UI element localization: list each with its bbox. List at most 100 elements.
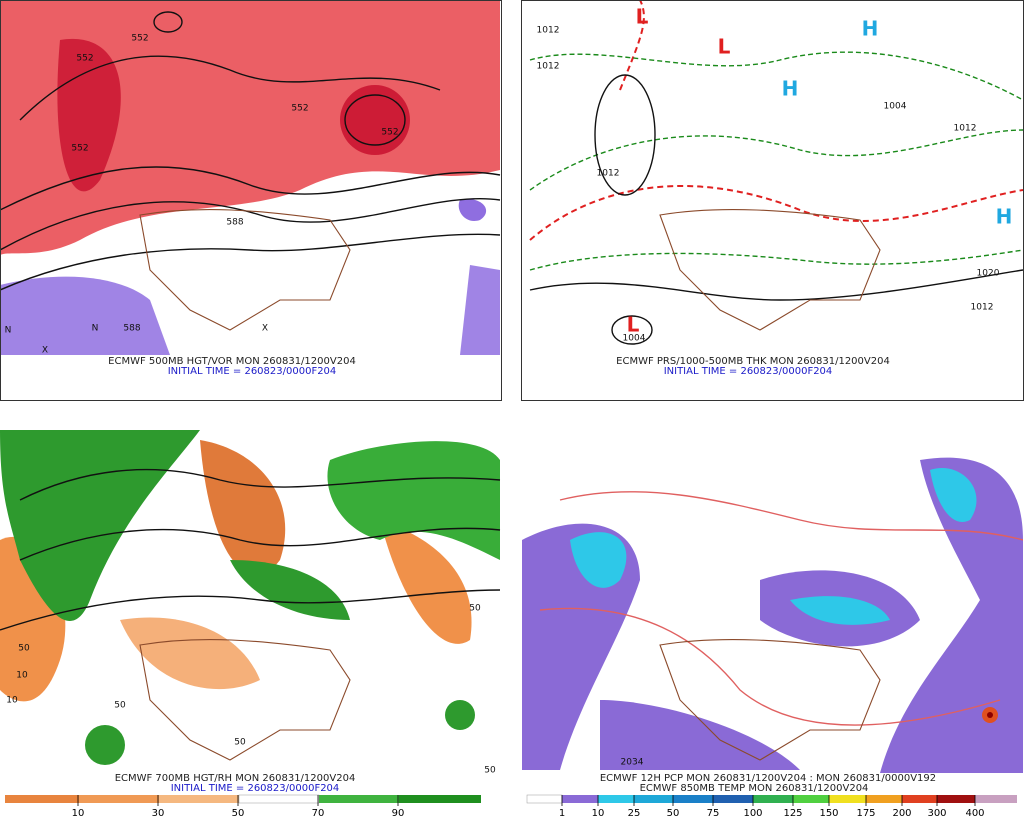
country-borders — [139, 209, 351, 331]
initial-time: INITIAL TIME = 260823/0000F204 — [171, 783, 340, 794]
map-label: 588 — [123, 324, 140, 334]
precip-light — [600, 700, 800, 770]
vorticity-core — [340, 85, 410, 155]
map-label: 552 — [71, 144, 88, 154]
colorbar-label: 50 — [667, 808, 680, 819]
country-borders — [659, 209, 881, 331]
map-label: 552 — [291, 104, 308, 114]
map-label: N — [5, 326, 12, 336]
colorbar-label: 1 — [559, 808, 565, 819]
map-label: 1020 — [977, 269, 1000, 279]
map-label: 552 — [131, 34, 148, 44]
temp-contour — [539, 607, 1001, 726]
map-label: 588 — [226, 218, 243, 228]
height-contour — [0, 589, 501, 631]
thickness-contour — [529, 249, 1023, 271]
map-label: N — [92, 324, 99, 334]
map-label: 50 — [234, 738, 246, 748]
colorbar-segment — [5, 795, 79, 803]
colorbar-label: 50 — [232, 808, 245, 819]
isobar — [529, 269, 1023, 301]
colorbar-label: 90 — [392, 808, 405, 819]
colorbar-precip — [526, 794, 1017, 804]
colorbar-segment — [79, 795, 159, 803]
map-label: 2034 — [621, 758, 644, 768]
initial-time: INITIAL TIME = 260823/0000F204 — [168, 366, 337, 377]
height-contour — [1, 198, 501, 251]
colorbar-label: 10 — [72, 808, 85, 819]
colorbar-label: 400 — [965, 808, 984, 819]
map-pressure — [529, 1, 1023, 345]
height-contour — [344, 94, 406, 146]
colorbar-segment — [562, 795, 598, 803]
height-contour — [1, 166, 501, 211]
country-borders — [659, 639, 881, 761]
panel-caption: ECMWF 12H PCP MON 260831/1200V204 : MON … — [600, 773, 936, 784]
map-label: 552 — [381, 128, 398, 138]
isobar — [594, 74, 656, 196]
rh-moist — [85, 725, 125, 765]
rh-dry — [200, 440, 286, 575]
colorbar-segment — [902, 795, 937, 803]
height-contour — [1, 233, 501, 291]
map-label: L — [718, 35, 731, 59]
panel-caption: ECMWF PRS/1000-500MB THK MON 260831/1200… — [616, 356, 890, 367]
panel-caption: ECMWF 850MB TEMP MON 260831/1200V204 — [640, 783, 869, 794]
map-label: 1012 — [537, 62, 560, 72]
map-label: 50 — [484, 766, 496, 776]
colorbar-segment — [753, 795, 793, 803]
colorbar-segment — [319, 795, 399, 803]
height-contour — [19, 55, 441, 121]
precip-light — [880, 457, 1023, 773]
colorbar-segment — [526, 794, 563, 804]
colorbar-segment — [399, 795, 481, 803]
colorbar-label: 10 — [592, 808, 605, 819]
colorbar-segment — [975, 795, 1017, 803]
vorticity-negative — [460, 265, 500, 355]
precip-moderate — [930, 468, 977, 522]
thickness-line — [619, 1, 645, 91]
colorbar-segment — [713, 795, 753, 803]
map-label: 1004 — [884, 102, 907, 112]
map-label: 50 — [469, 604, 481, 614]
colorbar-segment — [238, 794, 320, 804]
temp-contour — [559, 491, 1023, 541]
map-label: 1012 — [971, 303, 994, 313]
colorbar-label: 300 — [927, 808, 946, 819]
colorbar-label: 25 — [628, 808, 641, 819]
map-precip — [522, 430, 1023, 773]
rh-moist — [445, 700, 475, 730]
rh-dry — [120, 617, 260, 690]
rh-moist — [327, 441, 500, 560]
height-contour — [153, 11, 183, 33]
colorbar-segment — [829, 795, 866, 803]
map-label: L — [627, 313, 640, 337]
map-label: 1012 — [537, 26, 560, 36]
precip-heavy — [987, 712, 993, 718]
rh-dry — [380, 520, 472, 644]
precip-moderate — [570, 532, 627, 588]
precip-moderate — [790, 596, 890, 625]
map-label: 1012 — [954, 124, 977, 134]
map-label: 50 — [114, 701, 126, 711]
colorbar-segment — [598, 795, 634, 803]
rh-moist — [230, 560, 350, 620]
colorbar-label: 75 — [707, 808, 720, 819]
panel-caption: ECMWF 700MB HGT/RH MON 260831/1200V204 — [115, 773, 356, 784]
map-label: H — [996, 205, 1013, 229]
country-borders — [139, 639, 351, 761]
map-label: L — [636, 5, 649, 29]
vorticity-core — [57, 38, 121, 192]
vorticity-shading — [1, 1, 500, 255]
map-label: H — [862, 17, 879, 41]
colorbar-label: 30 — [152, 808, 165, 819]
panel-frame — [0, 0, 502, 401]
colorbar-segment — [866, 795, 902, 803]
map-500mb — [1, 1, 501, 355]
height-contour — [19, 527, 501, 561]
panel-caption: ECMWF 500MB HGT/VOR MON 260831/1200V204 — [108, 356, 356, 367]
map-label: X — [262, 324, 268, 334]
map-label: 552 — [76, 54, 93, 64]
colorbar-segment — [673, 795, 713, 803]
colorbar-label: 100 — [743, 808, 762, 819]
